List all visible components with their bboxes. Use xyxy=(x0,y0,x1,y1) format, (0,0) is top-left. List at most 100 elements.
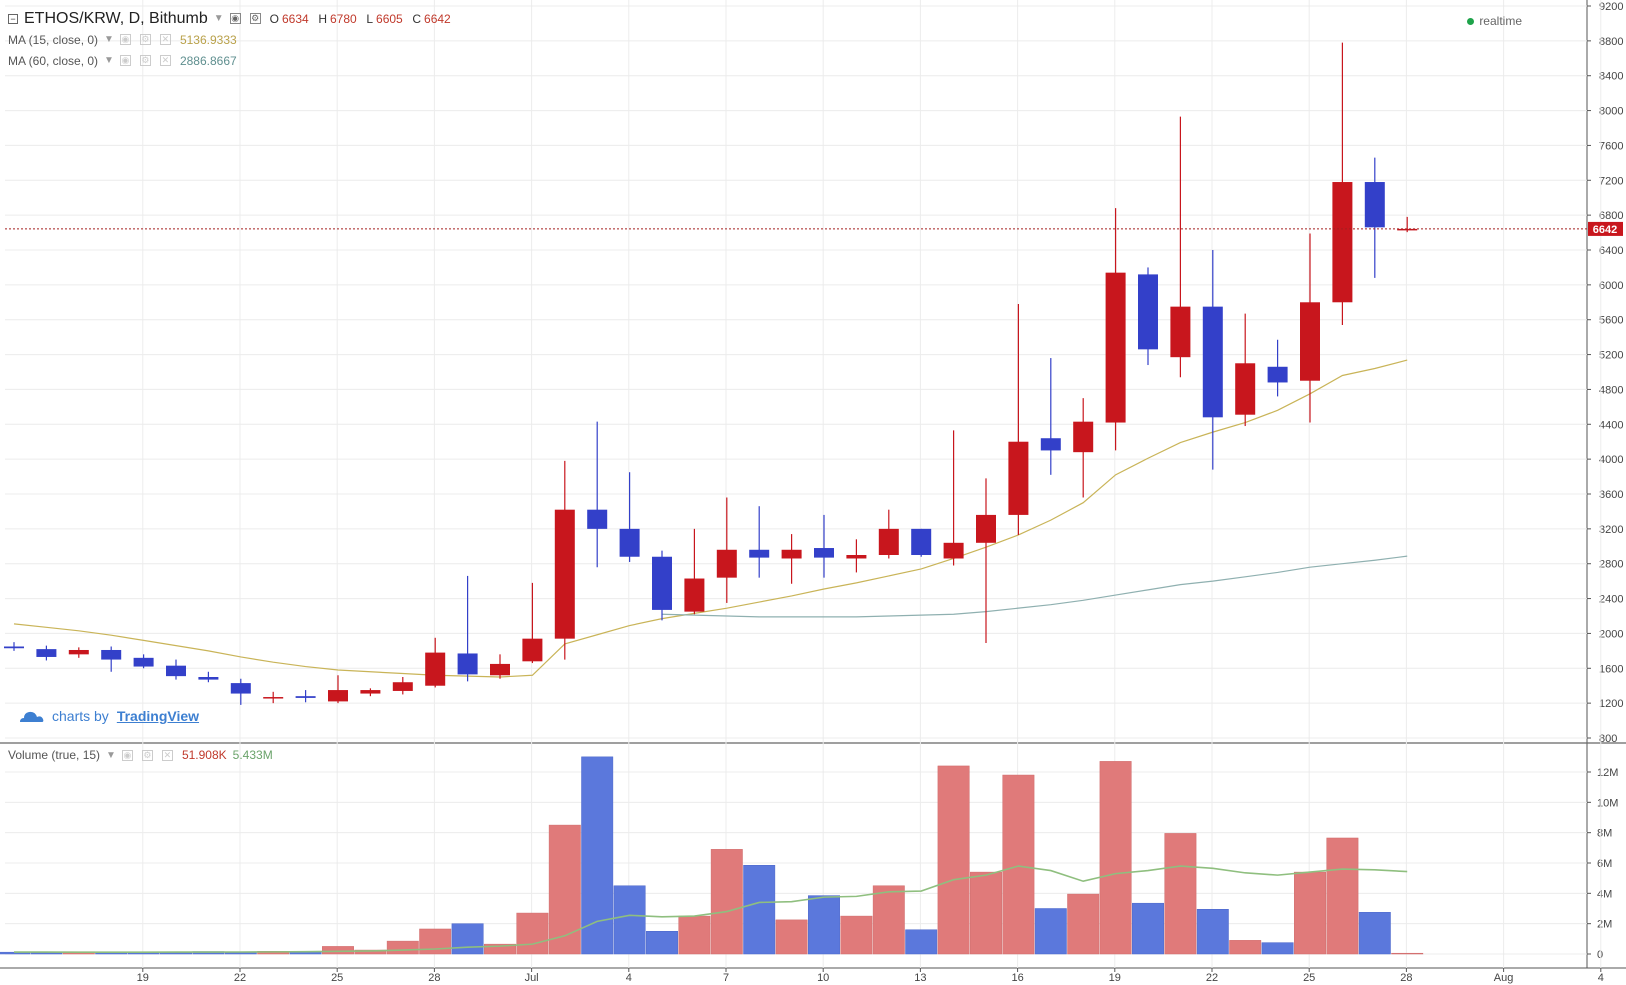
ma15-row: MA (15, close, 0) ▼ ◉ ⚙ ✕ 5136.9333 xyxy=(8,29,457,50)
ma15-value: 5136.9333 xyxy=(179,32,237,47)
volume-bar xyxy=(548,824,581,955)
close-icon[interactable]: ✕ xyxy=(161,749,173,761)
ma60-label[interactable]: MA (60, close, 0) xyxy=(8,53,99,68)
volume-bar xyxy=(322,946,354,955)
candle xyxy=(1138,267,1158,366)
candle xyxy=(943,430,964,566)
volume-tick-label: 4M xyxy=(1597,888,1612,900)
candle-body xyxy=(587,509,608,529)
candle-body xyxy=(911,528,932,555)
settings-icon[interactable]: ⚙ xyxy=(249,13,261,24)
candle xyxy=(911,528,932,557)
eye-icon[interactable]: ◉ xyxy=(119,34,131,45)
candle-body xyxy=(1008,441,1029,515)
volume-bar xyxy=(1196,909,1229,955)
candle-body xyxy=(878,528,899,555)
volume-bar xyxy=(1391,952,1424,955)
candle xyxy=(198,671,219,683)
volume-bar xyxy=(516,912,549,955)
candle-body xyxy=(846,555,867,559)
time-tick-label: 16 xyxy=(1011,972,1023,984)
candle xyxy=(360,688,381,697)
volume-label[interactable]: Volume (true, 15) xyxy=(8,748,101,762)
volume-ma-value: 5.433M xyxy=(232,748,273,762)
candle xyxy=(1397,216,1418,233)
ma15-label[interactable]: MA (15, close, 0) xyxy=(8,32,99,47)
ohlc-readout: O 6634 H 6780 L 6605 C 6642 xyxy=(270,9,457,29)
ma60-value: 2886.8667 xyxy=(179,53,237,68)
tradingview-branding[interactable]: charts by TradingView xyxy=(18,708,199,724)
price-tick-label: 3200 xyxy=(1599,524,1623,536)
settings-icon[interactable]: ⚙ xyxy=(141,749,153,761)
settings-icon[interactable]: ⚙ xyxy=(139,55,151,66)
low-label: L xyxy=(366,11,374,26)
volume-bar xyxy=(451,923,484,955)
last-price-badge xyxy=(1588,221,1623,236)
candle-body xyxy=(4,646,24,649)
close-label: C xyxy=(412,11,422,26)
volume-bar xyxy=(354,949,387,955)
volume-bar xyxy=(743,865,776,955)
time-tick-label: 25 xyxy=(331,972,343,984)
chevron-down-icon[interactable]: ▼ xyxy=(106,749,116,761)
last-price-label: 6642 xyxy=(1593,224,1617,236)
candle-body xyxy=(652,556,672,610)
volume-ma-line xyxy=(13,865,1408,954)
candle xyxy=(1364,157,1385,278)
chevron-down-icon[interactable]: ▼ xyxy=(104,33,114,45)
settings-icon[interactable]: ⚙ xyxy=(139,34,151,45)
volume-bar xyxy=(1358,912,1391,955)
candle-body xyxy=(166,665,186,677)
volume-bar xyxy=(970,871,1002,955)
candle xyxy=(4,642,24,651)
price-tick-label: 1600 xyxy=(1599,663,1623,675)
candle xyxy=(166,659,186,680)
candle-body xyxy=(522,638,543,662)
chart-legend: − ETHOS/KRW, D, Bithumb ▼ ◉ ⚙ O 6634 H 6780… xyxy=(8,8,457,71)
chevron-down-icon[interactable]: ▼ xyxy=(213,12,224,24)
close-icon[interactable]: ✕ xyxy=(159,55,171,66)
branding-link[interactable]: TradingView xyxy=(116,708,200,724)
candle-body xyxy=(230,683,251,694)
candle xyxy=(68,647,89,658)
candle-body xyxy=(1170,306,1191,358)
volume-bar xyxy=(710,849,743,955)
close-icon[interactable]: ✕ xyxy=(159,34,171,45)
candle-body xyxy=(684,578,705,612)
open-value: 6634 xyxy=(282,11,309,26)
candle xyxy=(522,582,543,664)
price-tick-label: 4800 xyxy=(1599,384,1623,396)
eye-icon[interactable]: ◉ xyxy=(121,749,133,761)
volume-bar xyxy=(386,940,419,955)
candle-body xyxy=(133,657,154,667)
candle-body xyxy=(619,528,640,557)
price-tick-label: 1200 xyxy=(1599,698,1623,710)
price-tick-label: 3600 xyxy=(1599,489,1623,501)
collapse-legend-button[interactable]: − xyxy=(8,13,18,24)
eye-icon[interactable]: ◉ xyxy=(229,13,241,24)
volume-bar xyxy=(808,895,840,955)
time-tick-label: Jul xyxy=(525,972,539,984)
candle xyxy=(1040,358,1061,475)
candle-body xyxy=(716,549,737,578)
candle-body xyxy=(101,649,122,660)
candle-body xyxy=(1267,366,1288,383)
price-tick-label: 8800 xyxy=(1599,36,1623,48)
volume-bar xyxy=(30,952,63,955)
volume-bar xyxy=(1326,837,1359,955)
eye-icon[interactable]: ◉ xyxy=(119,55,131,66)
close-value: 6642 xyxy=(424,11,451,26)
volume-value: 51.908K xyxy=(181,748,227,762)
candle xyxy=(457,575,478,682)
volume-bar xyxy=(484,943,516,955)
low-value: 6605 xyxy=(376,11,403,26)
volume-bar xyxy=(1294,871,1326,955)
volume-legend: Volume (true, 15) ▼ ◉ ⚙ ✕ 51.908K 5.433M xyxy=(8,748,273,762)
candle-body xyxy=(1300,302,1320,381)
symbol-title[interactable]: ETHOS/KRW, D, Bithumb xyxy=(24,9,208,27)
chevron-down-icon[interactable]: ▼ xyxy=(104,54,114,66)
candle xyxy=(295,690,316,703)
candle-body xyxy=(360,690,381,694)
